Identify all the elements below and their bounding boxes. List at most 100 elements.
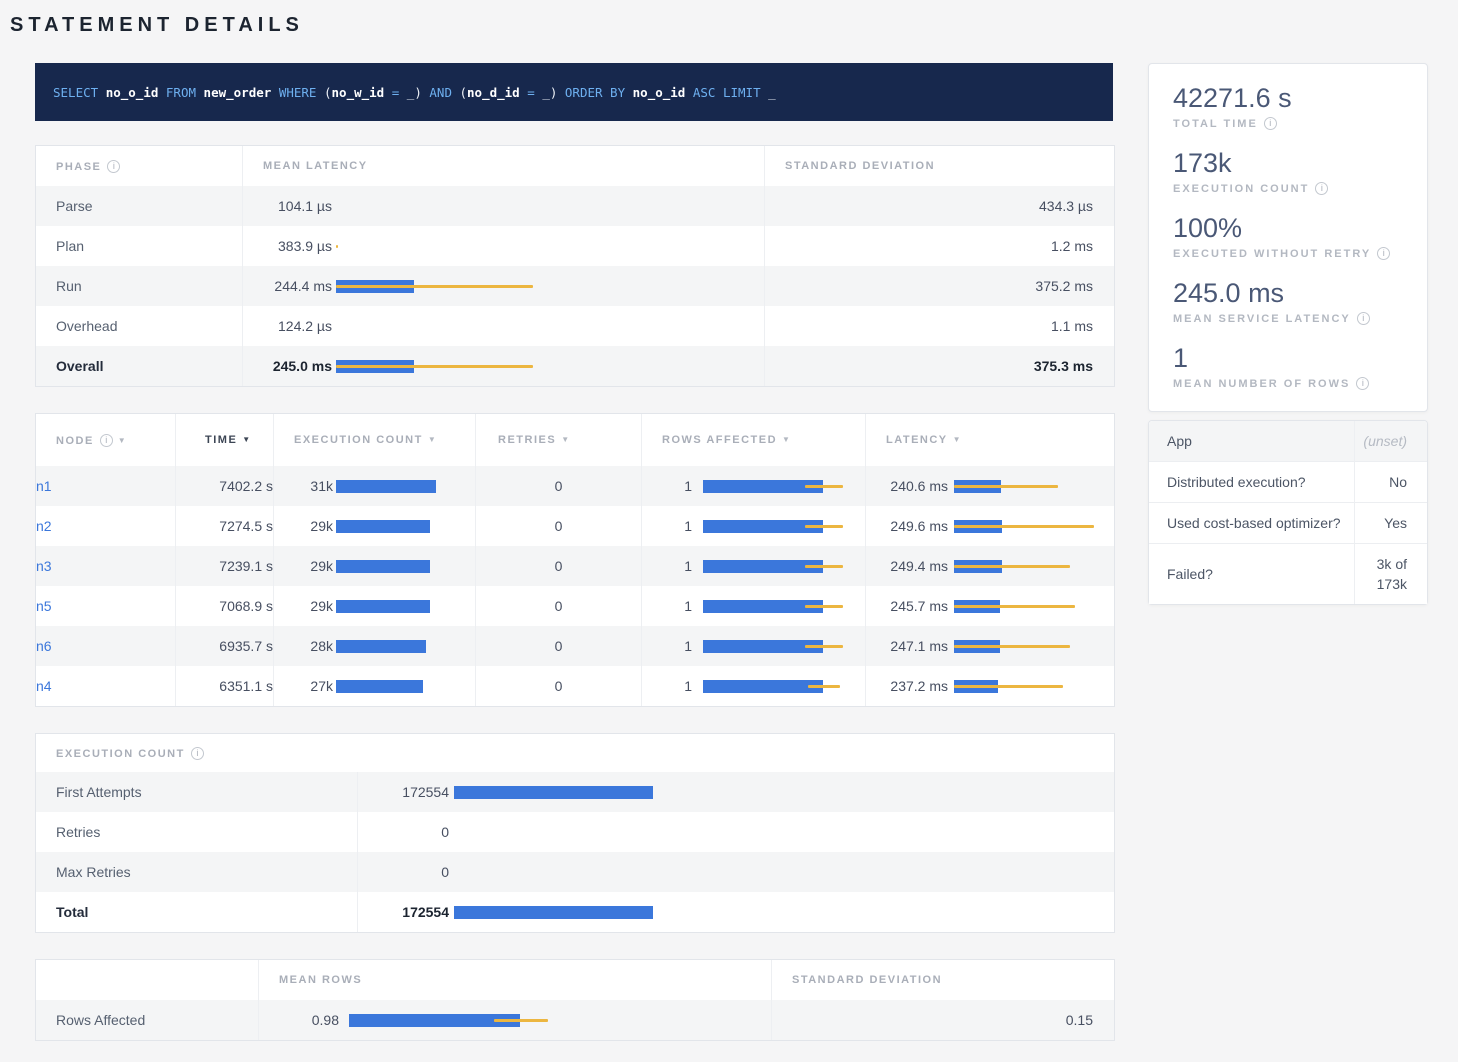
node-execution-count-value: 28k <box>274 638 333 654</box>
sql-token: ORDER BY <box>565 85 625 100</box>
summary-stats-card: 42271.6 s TOTAL TIMEi 173k EXECUTION COU… <box>1148 63 1428 412</box>
table-row: First Attempts 172554 <box>36 772 1114 812</box>
info-icon[interactable]: i <box>1357 312 1370 325</box>
phase-label: Overall <box>36 346 242 386</box>
node-time-value: 6351.1 s <box>175 666 273 706</box>
info-icon[interactable]: i <box>1356 377 1369 390</box>
sql-token: ( <box>460 85 468 100</box>
sql-token: WHERE <box>279 85 317 100</box>
node-header-label: NODE <box>56 435 94 447</box>
node-execution-count-value: 29k <box>274 558 333 574</box>
node-table-row: n6 6935.7 s 28k 0 1 247.1 ms <box>36 626 1114 666</box>
latency-bar <box>336 360 533 373</box>
rows-affected-bar <box>703 480 843 493</box>
rows-affected-table: MEAN ROWS STANDARD DEVIATION Rows Affect… <box>35 959 1115 1041</box>
node-rows-affected-value: 1 <box>642 518 692 534</box>
rows-affected-bar <box>703 680 840 693</box>
node-rows-affected-value: 1 <box>642 678 692 694</box>
latency-bar <box>954 640 1070 653</box>
sql-token: ) <box>550 85 558 100</box>
execution-count-header-label: EXECUTION COUNT <box>294 434 423 446</box>
sort-arrow-icon[interactable]: ▼ <box>782 435 790 444</box>
stat-label: TOTAL TIME <box>1173 118 1258 130</box>
node-retries-value: 0 <box>475 506 641 546</box>
node-link[interactable]: n6 <box>36 638 52 654</box>
sort-arrow-icon[interactable]: ▼ <box>561 435 569 444</box>
sql-token: no_o_id <box>633 85 686 100</box>
execution-count-bar <box>336 560 430 573</box>
time-column-header[interactable]: TIME▼ <box>175 414 273 466</box>
node-time-value: 6935.7 s <box>175 626 273 666</box>
attribute-row-optimizer: Used cost-based optimizer? Yes <box>1149 502 1427 543</box>
info-icon[interactable]: i <box>1264 117 1277 130</box>
standard-deviation-value: 375.2 ms <box>764 266 1114 306</box>
latency-bar <box>336 240 338 253</box>
mean-latency-value: 245.0 ms <box>243 358 332 374</box>
attribute-label: App <box>1149 421 1355 461</box>
standard-deviation-column-header: STANDARD DEVIATION <box>771 960 1114 1000</box>
stat-value: 1 <box>1173 342 1403 374</box>
rows-affected-bar <box>703 560 843 573</box>
sql-token: = <box>392 85 400 100</box>
node-link[interactable]: n4 <box>36 678 52 694</box>
statement-sql-box: SELECT no_o_id FROM new_order WHERE (no_… <box>35 63 1113 121</box>
node-table-row: n2 7274.5 s 29k 0 1 249.6 ms <box>36 506 1114 546</box>
node-link[interactable]: n3 <box>36 558 52 574</box>
sort-arrow-icon[interactable]: ▼ <box>118 436 126 445</box>
node-link[interactable]: n2 <box>36 518 52 534</box>
statement-attributes-card: App (unset) Distributed execution? No Us… <box>1148 420 1428 605</box>
info-icon[interactable]: i <box>107 160 120 173</box>
mean-latency-value: 104.1 µs <box>243 198 332 214</box>
node-column-header[interactable]: NODE i ▼ <box>36 414 175 466</box>
stat-value: 42271.6 s <box>1173 82 1403 114</box>
mean-latency-header-label: MEAN LATENCY <box>263 160 368 172</box>
execution-count-column-header[interactable]: EXECUTION COUNT ▼ <box>273 414 475 466</box>
execution-count-label: Total <box>36 892 357 932</box>
mean-rows-header-label: MEAN ROWS <box>279 974 362 986</box>
node-execution-count-value: 29k <box>274 598 333 614</box>
stat-value: 173k <box>1173 147 1403 179</box>
latency-header-label: LATENCY <box>886 434 948 446</box>
table-header-row: EXECUTION COUNTi <box>36 734 1114 772</box>
node-retries-value: 0 <box>475 586 641 626</box>
info-icon[interactable]: i <box>1315 182 1328 195</box>
sort-arrow-icon[interactable]: ▼ <box>953 435 961 444</box>
info-icon[interactable]: i <box>1377 247 1390 260</box>
standard-deviation-value: 1.2 ms <box>764 226 1114 266</box>
mean-latency-value: 244.4 ms <box>243 278 332 294</box>
latency-bar <box>336 280 533 293</box>
execution-count-value: 0 <box>358 864 449 880</box>
node-link[interactable]: n5 <box>36 598 52 614</box>
node-table-row: n3 7239.1 s 29k 0 1 249.4 ms <box>36 546 1114 586</box>
rows-affected-bar <box>703 600 843 613</box>
attribute-value: (unset) <box>1363 433 1407 449</box>
retries-header-label: RETRIES <box>498 434 556 446</box>
mean-latency-value: 124.2 µs <box>243 318 332 334</box>
stat-mean-service-latency: 245.0 ms MEAN SERVICE LATENCYi <box>1173 277 1403 325</box>
mean-latency-column-header: MEAN LATENCY <box>242 146 764 186</box>
rows-affected-column-header[interactable]: ROWS AFFECTED▼ <box>641 414 865 466</box>
node-link[interactable]: n1 <box>36 478 52 494</box>
sql-token: SELECT <box>53 85 98 100</box>
sql-token: FROM <box>166 85 196 100</box>
node-table-row: n5 7068.9 s 29k 0 1 245.7 ms <box>36 586 1114 626</box>
attribute-value: Yes <box>1355 502 1427 543</box>
sort-arrow-icon[interactable]: ▼ <box>242 435 250 444</box>
node-time-value: 7068.9 s <box>175 586 273 626</box>
node-time-value: 7239.1 s <box>175 546 273 586</box>
attribute-value: No <box>1355 461 1427 502</box>
table-header-row: NODEi▼ TIME▼ EXECUTION COUNT▼ RETRIES▼ R <box>36 414 1114 466</box>
execution-count-value: 172554 <box>358 784 449 800</box>
sort-arrow-icon[interactable]: ▼ <box>428 435 436 444</box>
attribute-row-app: App (unset) <box>1149 421 1427 461</box>
table-row: Overall 245.0 ms 375.3 ms <box>36 346 1114 386</box>
retries-column-header[interactable]: RETRIES ▼ <box>475 414 641 466</box>
per-node-statistics-table: NODEi▼ TIME▼ EXECUTION COUNT▼ RETRIES▼ R <box>35 413 1115 707</box>
node-latency-value: 247.1 ms <box>866 638 948 654</box>
info-icon[interactable]: i <box>191 747 204 760</box>
execution-count-bar <box>336 680 423 693</box>
info-icon[interactable]: i <box>100 434 113 447</box>
mean-rows-bar <box>349 1014 548 1027</box>
latency-column-header[interactable]: LATENCY ▼ <box>865 414 1114 466</box>
execution-count-bar <box>454 786 653 799</box>
